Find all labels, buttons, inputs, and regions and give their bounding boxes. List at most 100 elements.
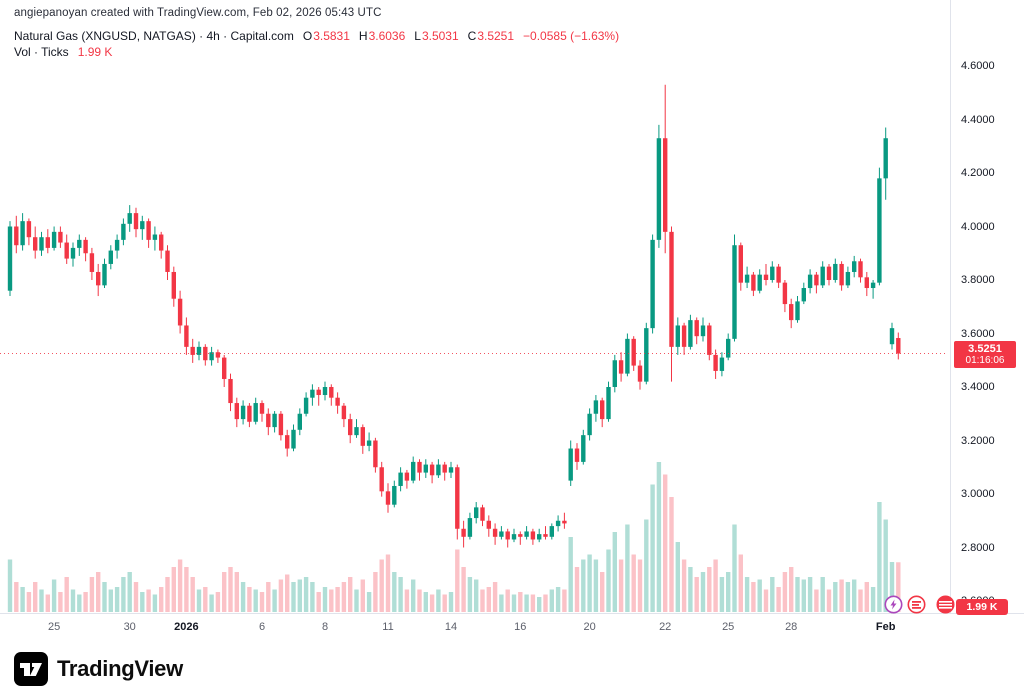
candle-body — [474, 507, 479, 519]
candle-body — [442, 464, 447, 473]
volume-bar — [45, 594, 50, 612]
candle-body — [379, 467, 384, 492]
candle-body — [322, 387, 328, 396]
candle-body — [511, 534, 517, 540]
volume-bar — [247, 587, 252, 612]
ohlc-close-value: 3.5251 — [477, 29, 515, 43]
volume-bar — [707, 567, 712, 612]
candle-body — [26, 221, 32, 238]
tradingview-logo[interactable] — [14, 651, 48, 686]
legend-row-main: Natural Gas (XNGUSD, NATGAS) · 4h · Capi… — [14, 28, 619, 44]
volume-bar — [757, 579, 762, 612]
volume-bar — [89, 577, 95, 612]
candle-body — [694, 320, 699, 337]
candle-body — [177, 298, 183, 326]
candle-body — [411, 461, 416, 481]
candle-body — [505, 531, 510, 540]
volume-bar — [354, 589, 359, 612]
legend: Natural Gas (XNGUSD, NATGAS) · 4h · Capi… — [14, 28, 619, 60]
candle-body — [96, 271, 101, 286]
volume-bar — [864, 582, 869, 612]
volume-bar — [537, 597, 542, 612]
last-price-value: 3.5251 — [968, 342, 1002, 355]
volume-bar — [852, 579, 857, 612]
candle-body — [121, 223, 126, 240]
volume-bar — [310, 582, 315, 612]
ohlc-high-label: H — [358, 29, 368, 43]
volume-bar — [114, 587, 120, 612]
symbol-title[interactable]: Natural Gas (XNGUSD, NATGAS) · 4h · Capi… — [14, 29, 294, 43]
volume-bar — [663, 474, 668, 612]
volume-bar — [600, 572, 605, 612]
volume-bar — [222, 572, 227, 612]
candle-body — [713, 354, 718, 371]
volume-bar — [39, 589, 44, 612]
candle-body — [215, 352, 221, 358]
time-axis-label: 8 — [321, 621, 329, 633]
candle-body — [587, 413, 592, 436]
ohlc-close-label: C — [467, 29, 477, 43]
candlestick-chart[interactable] — [0, 0, 1024, 641]
volume-bar — [133, 582, 139, 612]
candle-body — [820, 266, 825, 286]
volume-bar — [253, 589, 258, 612]
price-axis[interactable]: 3.5251 01:16:06 4.6000 4.4000 4.2000 4.0000… — [950, 0, 1024, 613]
candle-body — [763, 274, 769, 280]
candle-body — [108, 250, 113, 264]
candle-body — [826, 266, 832, 280]
volume-bar — [385, 554, 391, 612]
time-axis-label: 28 — [785, 621, 798, 633]
time-axis[interactable]: 25 30 2026 6 8 11 14 16 20 22 25 28 Feb — [0, 613, 1024, 642]
volume-bar — [335, 587, 340, 612]
volume-bar — [896, 562, 901, 612]
candle-body — [77, 239, 82, 248]
candle-body — [436, 464, 441, 476]
volume-bar — [524, 594, 529, 612]
candle-body — [663, 138, 668, 232]
candle-body — [316, 389, 321, 396]
volume-value: 1.99 K — [77, 45, 113, 59]
volume-bar — [530, 594, 536, 612]
volume-bar — [719, 577, 725, 612]
volume-indicator-label[interactable]: Vol · Ticks — [14, 45, 69, 59]
volume-bar — [461, 567, 466, 612]
candle-body — [455, 467, 460, 529]
candle-body — [770, 266, 775, 280]
volume-bar — [795, 577, 800, 612]
volume-bar — [423, 592, 428, 612]
volume-bar — [366, 592, 372, 612]
candle-body — [360, 427, 365, 446]
candle-body — [467, 518, 473, 537]
candle-body — [518, 534, 523, 537]
candle-body — [883, 138, 888, 179]
candle-body — [297, 413, 302, 430]
brand-name[interactable]: TradingView — [57, 655, 183, 681]
candle-body — [83, 239, 88, 254]
volume-bar — [574, 567, 580, 612]
candle-body — [530, 531, 536, 540]
volume-bar — [549, 589, 554, 612]
candle-body — [612, 360, 617, 387]
bar-list-icon[interactable] — [907, 595, 926, 614]
candle-body — [669, 231, 674, 347]
candle-body — [341, 405, 347, 420]
volume-bar — [196, 589, 202, 612]
volume-bar — [272, 589, 277, 612]
candle-body — [839, 263, 844, 286]
volume-bar — [411, 579, 416, 612]
candle-body — [606, 387, 611, 420]
candle-body — [228, 378, 233, 404]
volume-bar — [870, 587, 876, 612]
candle-body — [637, 365, 643, 382]
volume-bar — [612, 532, 617, 612]
time-axis-label: Feb — [875, 621, 896, 633]
striped-circle-icon[interactable] — [936, 595, 955, 614]
candle-body — [543, 534, 548, 537]
lightning-icon[interactable] — [884, 595, 903, 614]
candle-body — [102, 263, 107, 286]
volume-bar — [373, 572, 378, 612]
volume-bar — [348, 577, 353, 612]
time-axis-label: 30 — [123, 621, 136, 633]
volume-bar — [297, 579, 302, 612]
volume-bar — [782, 572, 788, 612]
